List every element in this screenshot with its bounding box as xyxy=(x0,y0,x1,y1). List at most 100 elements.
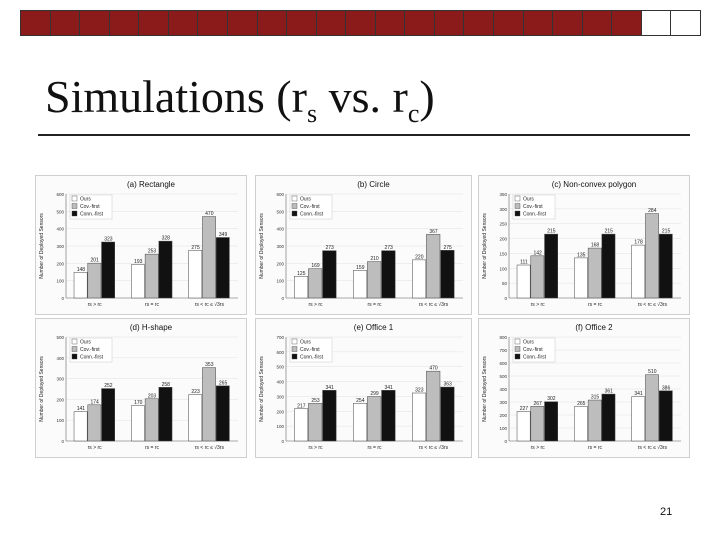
bar-chart-svg: (c) Non-convex polygon Number of Deployed… xyxy=(482,180,681,308)
data-label: 323 xyxy=(415,388,424,394)
legend-label: Conn.-first xyxy=(300,212,324,218)
bar xyxy=(601,393,616,442)
y-axis-label: Number of Deployed Sensors xyxy=(39,213,45,279)
legend-swatch xyxy=(291,195,298,202)
data-label: 135 xyxy=(577,252,586,258)
y-axis-label: Number of Deployed Sensors xyxy=(482,356,488,422)
y-tick-label: 500 xyxy=(56,335,64,340)
y-tick-label: 0 xyxy=(504,296,507,301)
y-tick-label: 300 xyxy=(276,394,284,399)
x-tick-label: rs < rc ≤ √3rs xyxy=(638,444,668,451)
data-label: 341 xyxy=(325,385,334,391)
bar xyxy=(73,411,88,442)
bar xyxy=(367,396,382,442)
y-tick-label: 100 xyxy=(276,279,284,284)
x-tick-label: rs = rc xyxy=(588,302,603,308)
data-label: 141 xyxy=(77,406,86,412)
bar xyxy=(587,399,602,442)
data-label: 265 xyxy=(219,380,228,386)
chart-panel-office2: (f) Office 2 Number of Deployed Sensors 0 1… xyxy=(478,318,690,458)
bar xyxy=(367,261,382,299)
bar xyxy=(308,403,323,442)
bar xyxy=(516,264,531,299)
legend-swatch xyxy=(71,195,78,202)
data-label: 273 xyxy=(325,245,334,251)
legend-label: Ours xyxy=(300,340,311,346)
bar xyxy=(294,276,309,299)
y-axis-label: Number of Deployed Sensors xyxy=(259,213,265,279)
y-tick-label: 0 xyxy=(61,296,64,301)
legend-label: Conn.-first xyxy=(523,355,547,361)
data-label: 510 xyxy=(648,369,657,375)
y-tick-label: 700 xyxy=(276,335,284,340)
y-tick-label: 500 xyxy=(499,374,507,379)
bar xyxy=(426,234,441,299)
bar xyxy=(188,250,203,299)
data-label: 341 xyxy=(384,385,393,391)
bar xyxy=(601,233,616,299)
y-tick-label: 400 xyxy=(499,387,507,392)
y-tick-label: 200 xyxy=(276,261,284,266)
data-label: 193 xyxy=(134,259,143,265)
bar xyxy=(574,406,588,442)
data-label: 302 xyxy=(547,396,556,402)
bar xyxy=(440,250,455,299)
y-tick-label: 600 xyxy=(276,350,284,355)
chart-title: (e) Office 1 xyxy=(354,323,394,332)
bar xyxy=(574,257,588,299)
x-tick-label: rs > rc xyxy=(88,445,103,451)
y-tick-label: 100 xyxy=(499,266,507,271)
x-tick-label: rs < rc ≤ √3rs xyxy=(195,301,225,308)
bar xyxy=(353,270,368,299)
top-bar-cell xyxy=(286,10,317,36)
data-label: 299 xyxy=(370,391,379,397)
y-tick-label: 300 xyxy=(499,207,507,212)
legend-swatch xyxy=(514,203,521,209)
data-label: 169 xyxy=(311,263,320,269)
bar xyxy=(158,387,173,442)
data-label: 253 xyxy=(311,398,320,404)
top-bar-cell xyxy=(581,10,613,36)
data-label: 201 xyxy=(90,258,99,264)
legend-swatch xyxy=(291,203,298,209)
y-tick-label: 100 xyxy=(499,426,507,431)
legend-swatch xyxy=(291,346,298,352)
legend-label: Cov.-first xyxy=(300,204,320,210)
y-tick-label: 600 xyxy=(499,361,507,366)
top-bar-cell xyxy=(49,10,81,36)
data-label: 273 xyxy=(384,245,393,251)
y-tick-label: 600 xyxy=(56,192,64,197)
title-divider xyxy=(38,134,690,136)
bar xyxy=(308,268,323,299)
top-bar-cell xyxy=(256,10,288,36)
x-tick-label: rs < rc ≤ √3rs xyxy=(195,444,225,451)
x-tick-label: rs > rc xyxy=(308,445,323,451)
data-label: 275 xyxy=(191,245,200,251)
decorative-top-bar xyxy=(20,10,701,36)
data-label: 386 xyxy=(662,385,671,391)
bar xyxy=(87,262,102,299)
legend-label: Cov.-first xyxy=(80,347,100,353)
y-tick-label: 300 xyxy=(499,400,507,405)
bar xyxy=(544,401,558,442)
top-bar-cell xyxy=(433,10,465,36)
legend-swatch xyxy=(291,353,298,360)
bar xyxy=(144,253,159,299)
bar-chart-svg: (b) Circle Number of Deployed Sensors 0 100… xyxy=(259,180,463,308)
x-tick-label: rs = rc xyxy=(145,445,160,451)
data-label: 170 xyxy=(134,400,143,406)
top-bar-cell xyxy=(493,10,524,36)
legend-label: Conn.-first xyxy=(300,355,324,361)
data-label: 227 xyxy=(520,406,529,412)
data-label: 223 xyxy=(191,389,200,395)
legend-label: Ours xyxy=(523,197,534,203)
y-tick-label: 50 xyxy=(502,281,508,286)
bar xyxy=(353,403,368,442)
y-axis-label: Number of Deployed Sensors xyxy=(482,213,488,279)
data-label: 323 xyxy=(104,237,113,243)
bar xyxy=(158,240,173,299)
x-tick-label: rs > rc xyxy=(88,302,103,308)
chart-panel-nonconvex: (c) Non-convex polygon Number of Deployed… xyxy=(478,175,690,315)
y-tick-label: 100 xyxy=(276,424,284,429)
y-tick-label: 300 xyxy=(56,377,64,382)
